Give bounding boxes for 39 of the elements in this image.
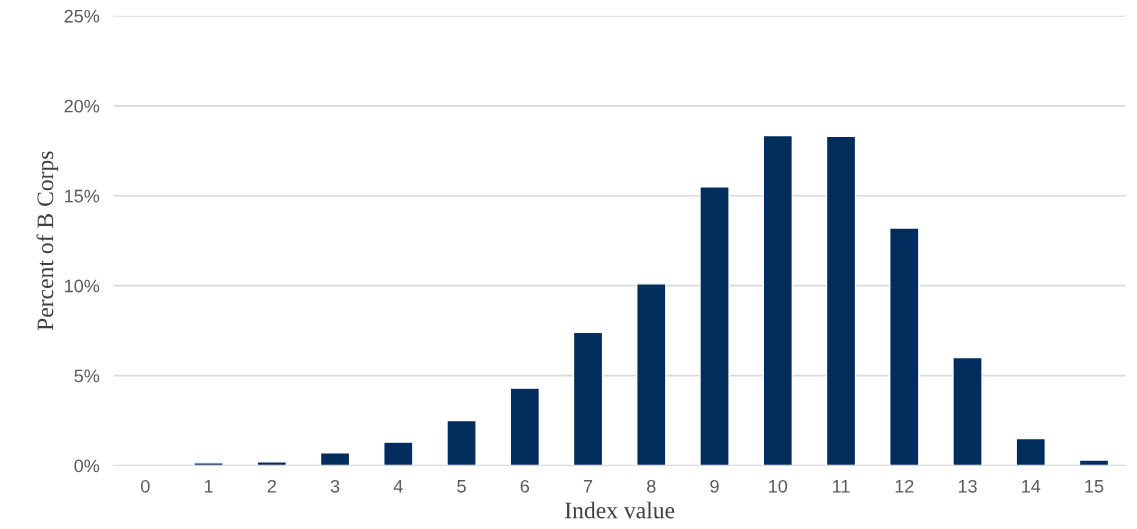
x-tick-label: 7 [583,480,593,493]
y-tick-label: 20% [64,99,100,113]
bar [319,452,351,466]
y-tick-label: 25% [64,9,100,23]
bar [256,461,288,466]
x-tick-label: 8 [647,479,656,493]
bar [446,419,477,466]
x-tick-label: 10 [769,479,788,493]
y-tick-label: 5% [74,369,100,383]
bar [889,227,920,466]
bar [572,331,604,466]
bar [509,387,541,466]
x-tick-label: 6 [520,479,530,493]
bar [636,283,667,466]
bar [1078,459,1110,466]
x-tick-label: 3 [330,479,340,493]
x-tick-label: 0 [141,479,150,493]
x-tick-label: 5 [457,480,466,493]
x-tick-label: 1 [204,480,213,493]
x-tick-label: 13 [958,479,977,493]
y-tick-label: 0% [74,459,100,473]
y-tick-label: 10% [65,279,100,293]
x-tick-label: 14 [1022,480,1041,493]
bar [383,441,414,466]
y-axis-title: Percent of B Corps [36,151,59,331]
bar [825,135,857,466]
bar [952,356,983,466]
x-tick-label: 4 [393,480,403,493]
bar [1015,437,1047,466]
y-tick-label: 15% [65,189,100,203]
x-tick-label: 15 [1085,480,1104,493]
x-axis-title: Index value [565,501,675,519]
bar [699,186,730,466]
bar [193,462,224,466]
x-tick-label: 11 [833,480,850,493]
x-tick-label: 9 [710,479,719,493]
bar [762,134,794,466]
x-tick-label: 12 [895,479,914,493]
x-tick-label: 2 [267,479,276,493]
